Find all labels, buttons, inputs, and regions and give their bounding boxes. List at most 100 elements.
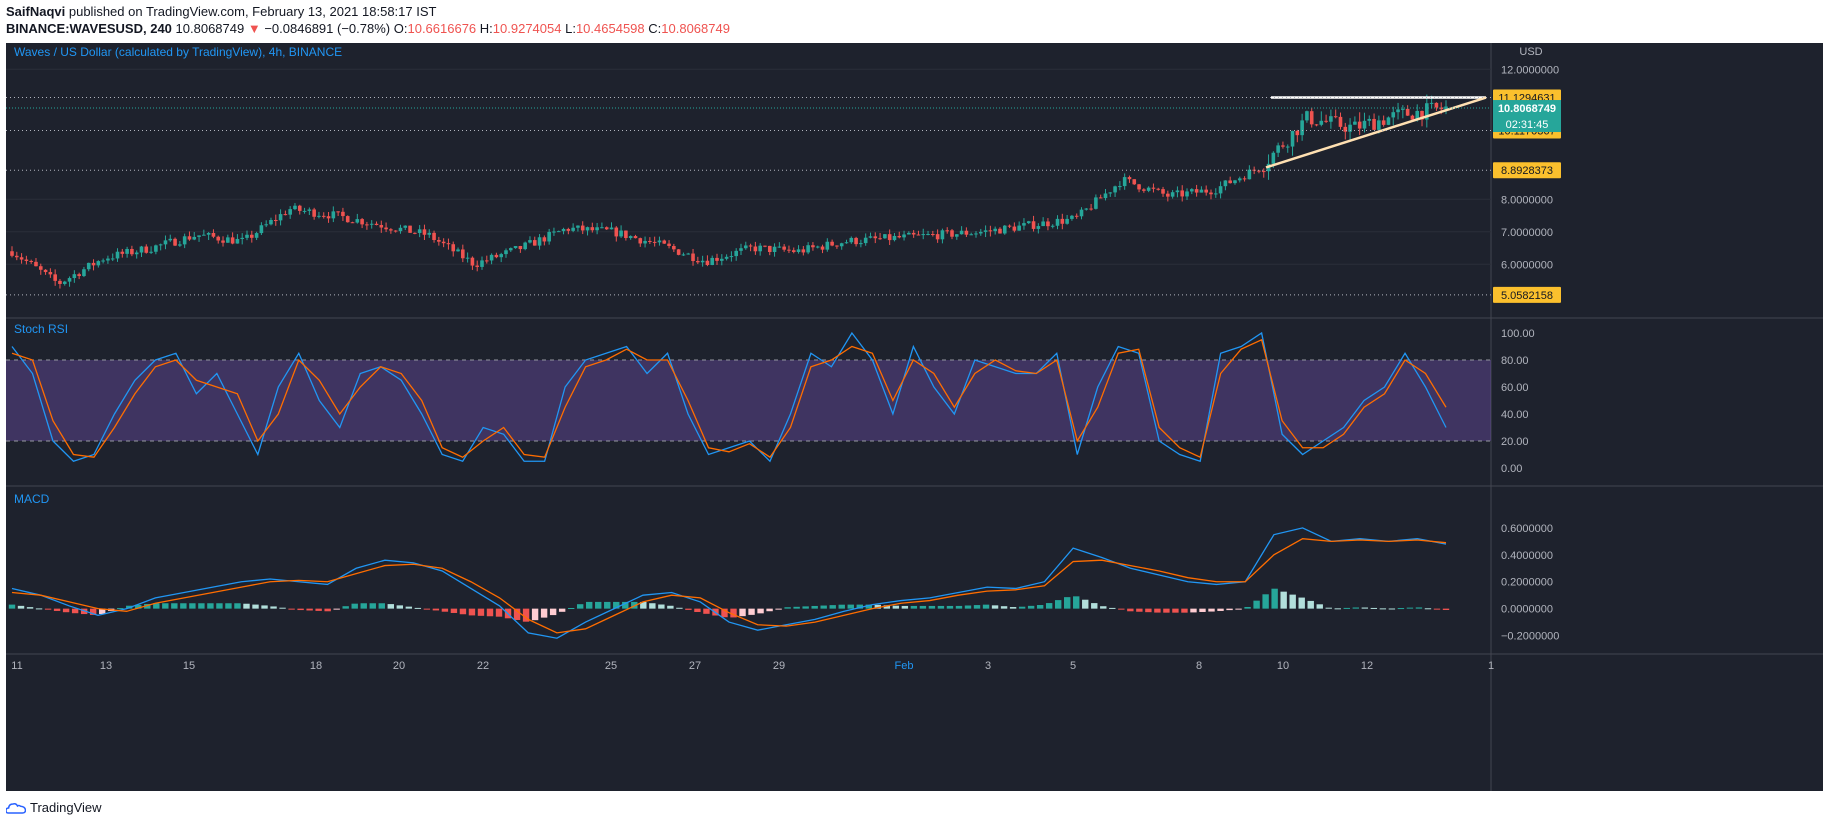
candle-body <box>691 253 695 262</box>
candle-body <box>1381 120 1386 125</box>
macd-histogram-bar <box>730 608 737 618</box>
candle-body <box>609 227 614 230</box>
macd-histogram-bar <box>1280 591 1287 609</box>
macd-histogram-bar <box>342 606 349 609</box>
chart-svg[interactable]: Waves / US Dollar (calculated by Trading… <box>6 43 1823 791</box>
macd-histogram-bar <box>964 605 972 609</box>
footer-brand[interactable]: TradingView <box>30 800 102 815</box>
candle-body <box>585 227 590 231</box>
time-tick-label: Feb <box>895 660 914 672</box>
candle-body <box>561 228 566 232</box>
candle-body <box>461 249 465 259</box>
price-change: −0.0846891 (−0.78%) <box>264 21 391 36</box>
candle-body <box>643 240 647 244</box>
macd-histogram-bar <box>973 605 981 609</box>
candle-body <box>235 238 240 244</box>
candle-body <box>1031 221 1036 229</box>
candle-body <box>312 209 316 217</box>
candle-body <box>921 234 926 236</box>
macd-histogram-bar <box>135 604 142 609</box>
candle-body <box>791 250 796 252</box>
macd-histogram-bar <box>234 603 241 609</box>
candle-body <box>154 245 158 252</box>
candle-body <box>1127 177 1132 180</box>
candle-body <box>700 260 705 263</box>
candle-body <box>1209 192 1213 195</box>
macd-histogram-bar <box>405 606 413 609</box>
macd-histogram-bar <box>513 608 521 620</box>
macd-histogram-bar <box>820 605 827 609</box>
candle-body <box>230 237 235 244</box>
macd-histogram-bar <box>558 608 566 612</box>
macd-histogram-bar <box>1172 608 1179 613</box>
macd-histogram-bar <box>180 603 187 609</box>
macd-histogram-bar <box>1199 608 1206 612</box>
candle-body <box>911 232 916 235</box>
candle-body <box>427 232 432 235</box>
candle-body <box>1170 192 1175 197</box>
macd-histogram-bar <box>955 605 963 609</box>
macd-histogram-bar <box>586 601 593 609</box>
candle-body <box>202 234 206 236</box>
candle-body <box>1204 189 1209 193</box>
author-name[interactable]: SaifNaqvi <box>6 4 66 19</box>
macd-histogram-bar <box>522 608 530 622</box>
candle-body <box>24 259 29 261</box>
candle-body <box>1041 221 1045 227</box>
macd-histogram-bar <box>721 608 728 618</box>
candle-body <box>470 257 475 266</box>
down-arrow-icon: ▼ <box>247 21 261 36</box>
candle-body <box>360 219 364 225</box>
candle-body <box>1074 215 1079 217</box>
macd-histogram-bar <box>991 605 999 609</box>
candle-body <box>1271 152 1276 164</box>
candle-body <box>537 237 542 246</box>
candle-body <box>1233 180 1237 184</box>
time-tick-label: 29 <box>773 660 785 672</box>
high-label: H: <box>479 21 493 36</box>
macd-histogram-bar <box>928 605 936 609</box>
chart-area[interactable]: Waves / US Dollar (calculated by Trading… <box>6 43 1823 791</box>
candle-body <box>29 260 33 262</box>
candle-body <box>743 245 748 249</box>
macd-histogram-bar <box>333 608 340 610</box>
macd-histogram-bar <box>1208 608 1215 612</box>
last-price: 10.8068749 <box>175 21 245 36</box>
macd-histogram-bar <box>1298 597 1305 609</box>
candle-body <box>1050 225 1055 227</box>
macd-histogram-bar <box>829 605 836 609</box>
level-price-label: 8.8928373 <box>1501 165 1553 177</box>
macd-histogram-bar <box>1424 608 1432 610</box>
macd-histogram-bar <box>676 607 683 609</box>
candle-body <box>1022 223 1026 226</box>
macd-histogram-bar <box>1000 606 1008 609</box>
candle-body <box>1175 190 1180 193</box>
macd-histogram-bar <box>1064 597 1071 609</box>
macd-histogram-bar <box>288 608 295 610</box>
candle-body <box>1002 225 1007 234</box>
candle-body <box>446 243 451 245</box>
candle-body <box>1161 189 1165 194</box>
macd-histogram-bar <box>1009 607 1017 609</box>
macd-histogram-bar <box>1343 607 1350 609</box>
candle-body <box>317 215 321 217</box>
candle-body <box>1420 110 1424 120</box>
macd-tick-label: 0.6000000 <box>1501 523 1553 535</box>
candle-body <box>1367 118 1372 121</box>
candle-body <box>595 227 599 231</box>
candle-body <box>1055 218 1060 226</box>
macd-histogram-bar <box>1027 605 1035 609</box>
macd-histogram-bar <box>613 601 620 609</box>
candle-body <box>998 228 1002 234</box>
candle-body <box>993 228 997 232</box>
candle-body <box>1353 121 1357 125</box>
candle-body <box>1242 178 1247 180</box>
candle-body <box>302 210 307 212</box>
candle-body <box>969 234 973 236</box>
candle-body <box>197 235 201 237</box>
candle-body <box>1070 215 1074 219</box>
time-tick-label: 18 <box>310 660 322 672</box>
macd-histogram-bar <box>685 608 692 610</box>
open-value: 10.6616676 <box>407 21 477 36</box>
candle-body <box>321 215 326 217</box>
